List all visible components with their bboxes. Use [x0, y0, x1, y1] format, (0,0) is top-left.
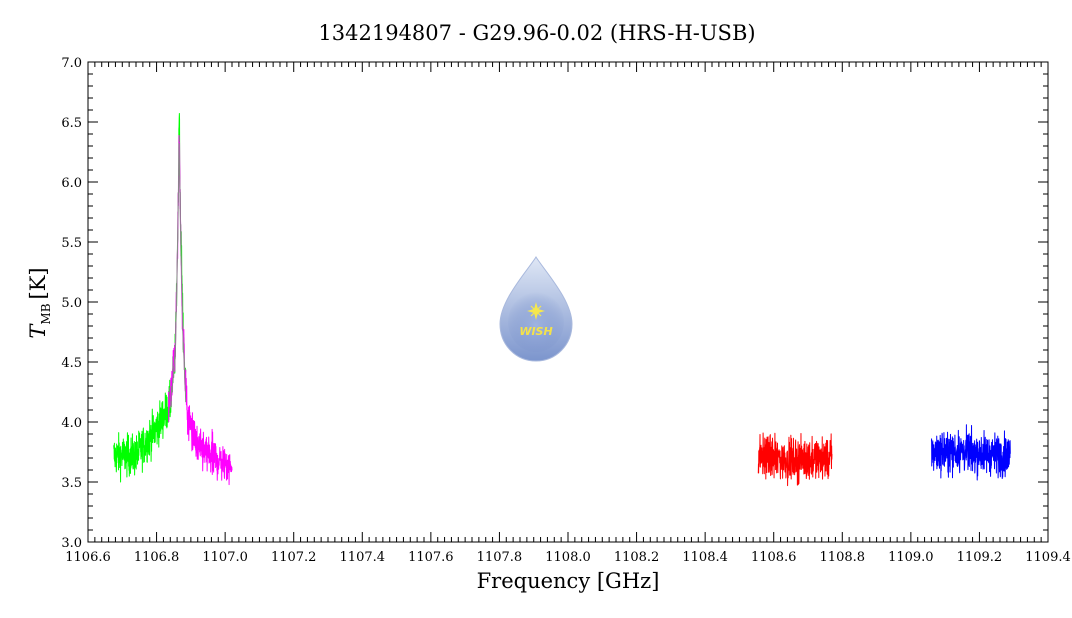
chart-title: 1342194807 - G29.96-0.02 (HRS-H-USB): [318, 21, 755, 45]
spectrum-series-2: [757, 432, 833, 487]
y-axis-label-unit: [K]: [26, 267, 50, 299]
y-tick-label: 6.0: [61, 176, 82, 191]
wish-logo: WISH: [499, 256, 573, 362]
axis-ticks: 1106.6 1106.8 1107.0 1107.2 1107.4 1107.6 1107…: [61, 56, 1070, 565]
y-axis-label-main: T: [26, 323, 50, 339]
y-tick-label: 4.0: [61, 416, 82, 431]
x-tick-label: 1108.2: [614, 550, 660, 565]
y-axis-label-sub: MB: [39, 303, 53, 324]
spectrum-series-0: [113, 112, 187, 483]
spectrum-series-4: [169, 143, 187, 409]
x-tick-label: 1107.6: [408, 550, 454, 565]
y-tick-label: 3.5: [61, 476, 82, 491]
x-tick-label: 1107.2: [271, 550, 317, 565]
y-tick-label: 7.0: [61, 56, 82, 71]
x-tick-label: 1106.8: [134, 550, 180, 565]
x-tick-label: 1107.4: [340, 550, 386, 565]
x-tick-label: 1108.8: [820, 550, 866, 565]
x-tick-label: 1107.8: [477, 550, 523, 565]
y-tick-label: 6.5: [61, 116, 82, 131]
series-layer: [113, 112, 1011, 487]
x-tick-label: 1108.0: [545, 550, 591, 565]
spectrum-series-3: [930, 424, 1011, 481]
x-axis-label: Frequency [GHz]: [477, 569, 660, 593]
y-tick-label: 5.5: [61, 236, 82, 251]
svg-text:TMB[K]: TMB [K]: [26, 267, 53, 338]
y-tick-label: 4.5: [61, 356, 82, 371]
x-tick-label: 1109.4: [1025, 550, 1071, 565]
x-tick-label: 1108.6: [751, 550, 797, 565]
star-icon: [527, 302, 545, 320]
y-axis-label: TMB [K]: [26, 267, 53, 338]
x-tick-label: 1108.4: [682, 550, 728, 565]
y-tick-label: 3.0: [61, 536, 82, 551]
y-tick-label: 5.0: [61, 296, 82, 311]
x-tick-label: 1109.2: [957, 550, 1003, 565]
logo-text: WISH: [519, 325, 552, 338]
x-tick-label: 1107.0: [202, 550, 248, 565]
x-tick-label: 1106.6: [65, 550, 111, 565]
x-tick-label: 1109.0: [888, 550, 934, 565]
plot-frame: [87, 61, 1049, 543]
